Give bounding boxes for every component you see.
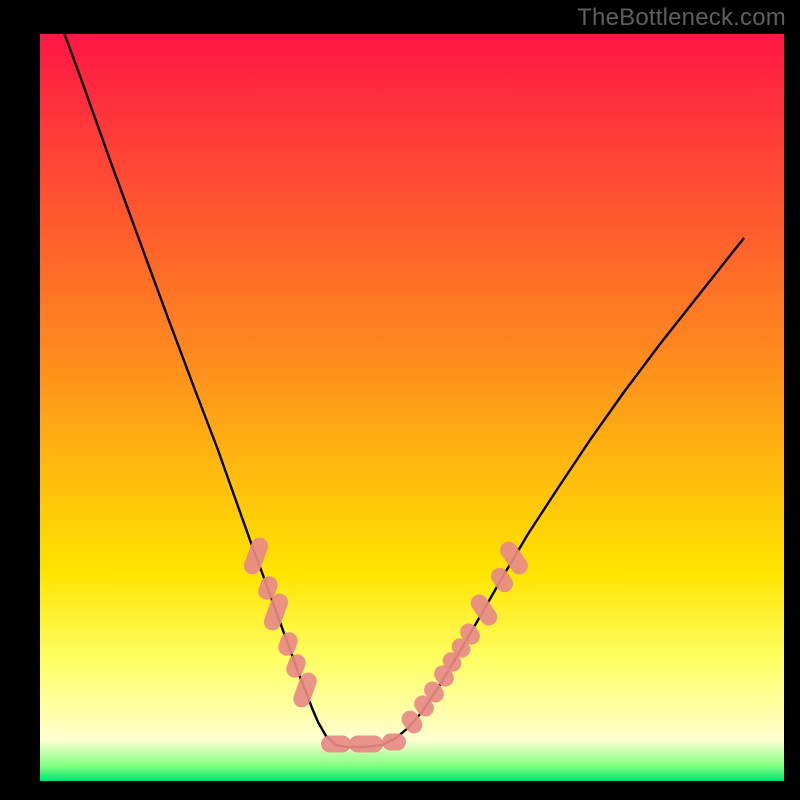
curve-marker [276, 630, 300, 658]
watermark-text: TheBottleneck.com [577, 4, 786, 32]
curve-marker [382, 734, 406, 751]
curve-marker [242, 535, 271, 577]
curve-marker [467, 591, 500, 629]
curve-marker [321, 736, 351, 753]
bottleneck-curve [52, 0, 744, 747]
curve-marker [349, 736, 383, 753]
curve-layer [40, 34, 784, 781]
plot-area [40, 34, 784, 781]
